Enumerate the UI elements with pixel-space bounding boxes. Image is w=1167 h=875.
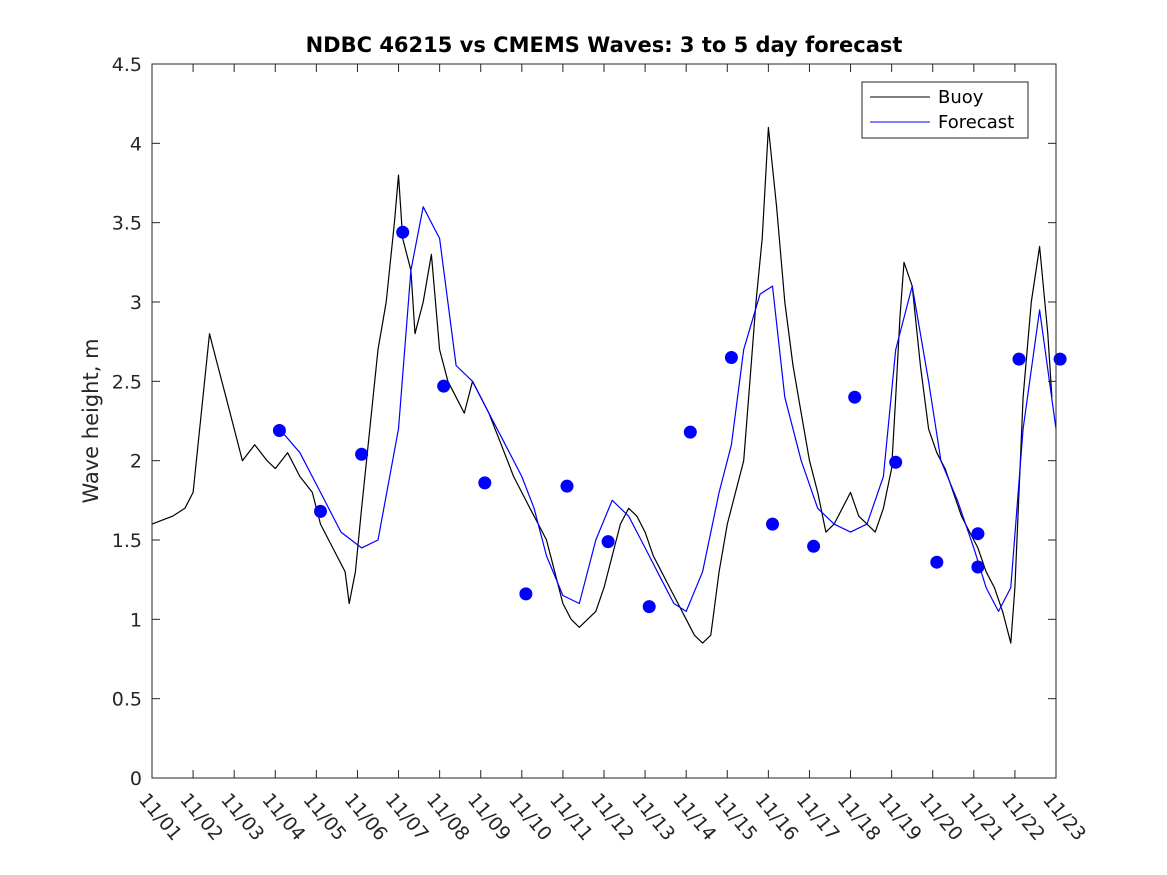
x-tick-label: 11/11 (545, 789, 597, 845)
y-tick-label: 2 (130, 451, 142, 473)
x-tick-label: 11/02 (175, 789, 227, 845)
x-tick-label: 11/23 (1038, 789, 1090, 845)
forecast-marker (437, 379, 451, 393)
x-tick-label: 11/21 (956, 789, 1008, 845)
x-tick-label: 11/10 (504, 789, 556, 845)
x-tick-label: 11/20 (915, 789, 967, 845)
forecast-marker (971, 560, 985, 574)
x-tick-label: 11/12 (586, 789, 638, 845)
x-tick-label: 11/06 (340, 789, 392, 845)
x-tick-label: 11/22 (997, 789, 1049, 845)
y-tick-label: 1 (130, 609, 142, 631)
x-tick-label: 11/05 (299, 789, 351, 845)
forecast-marker (807, 539, 821, 553)
forecast-marker (355, 447, 369, 461)
legend-forecast-label: Forecast (938, 112, 1014, 133)
y-tick-label: 4.5 (112, 54, 142, 76)
x-tick-label: 11/14 (668, 789, 720, 845)
marker-layer (272, 225, 1067, 614)
x-tick-label: 11/01 (134, 789, 186, 845)
x-tick-label: 11/04 (257, 789, 309, 845)
y-tick-label: 3 (130, 292, 142, 314)
x-tick-label: 11/17 (792, 789, 844, 845)
x-tick-label: 11/03 (216, 789, 268, 845)
legend: Buoy Forecast (861, 81, 1029, 139)
y-tick-label: 0.5 (112, 689, 142, 711)
forecast-marker (1053, 352, 1067, 366)
forecast-marker (519, 587, 533, 601)
axes-box (151, 63, 1057, 779)
legend-buoy-label: Buoy (938, 87, 984, 108)
x-tick-label: 11/08 (422, 789, 474, 845)
forecast-marker (1012, 352, 1026, 366)
x-tick-label: 11/07 (381, 789, 433, 845)
legend-box (861, 81, 1029, 139)
forecast-marker (971, 527, 985, 541)
y-tick-label: 3.5 (112, 213, 142, 235)
forecast-marker (478, 476, 492, 490)
buoy-line (151, 126, 1053, 644)
forecast-marker (683, 425, 697, 439)
plot-area (152, 64, 1056, 778)
forecast-marker (396, 225, 410, 239)
y-tick-label: 0 (130, 768, 142, 790)
forecast-marker (560, 479, 574, 493)
y-axis-ticks: 0 0.5 1 1.5 2 2.5 3 3.5 4 4.5 (112, 54, 1056, 790)
x-tick-label: 11/13 (627, 789, 679, 845)
forecast-marker (724, 351, 738, 364)
chart-title: NDBC 46215 vs CMEMS Waves: 3 to 5 day fo… (306, 33, 903, 57)
forecast-marker (601, 535, 615, 549)
forecast-line (278, 206, 1057, 613)
series-layer (151, 126, 1057, 644)
forecast-marker (848, 390, 862, 404)
x-tick-label: 11/09 (463, 789, 515, 845)
forecast-marker (642, 600, 656, 614)
forecast-marker (766, 517, 779, 531)
y-tick-label: 1.5 (112, 530, 142, 552)
x-tick-label: 11/19 (874, 789, 926, 845)
y-tick-label: 4 (130, 133, 142, 155)
x-tick-label: 11/16 (751, 789, 803, 845)
y-axis-label: Wave height, m (79, 338, 103, 503)
forecast-marker (314, 504, 327, 518)
forecast-marker (272, 424, 286, 437)
x-tick-label: 11/15 (709, 789, 761, 845)
x-tick-label: 11/18 (833, 789, 885, 845)
forecast-marker (930, 555, 944, 569)
y-tick-label: 2.5 (112, 371, 142, 393)
forecast-marker (889, 455, 903, 469)
